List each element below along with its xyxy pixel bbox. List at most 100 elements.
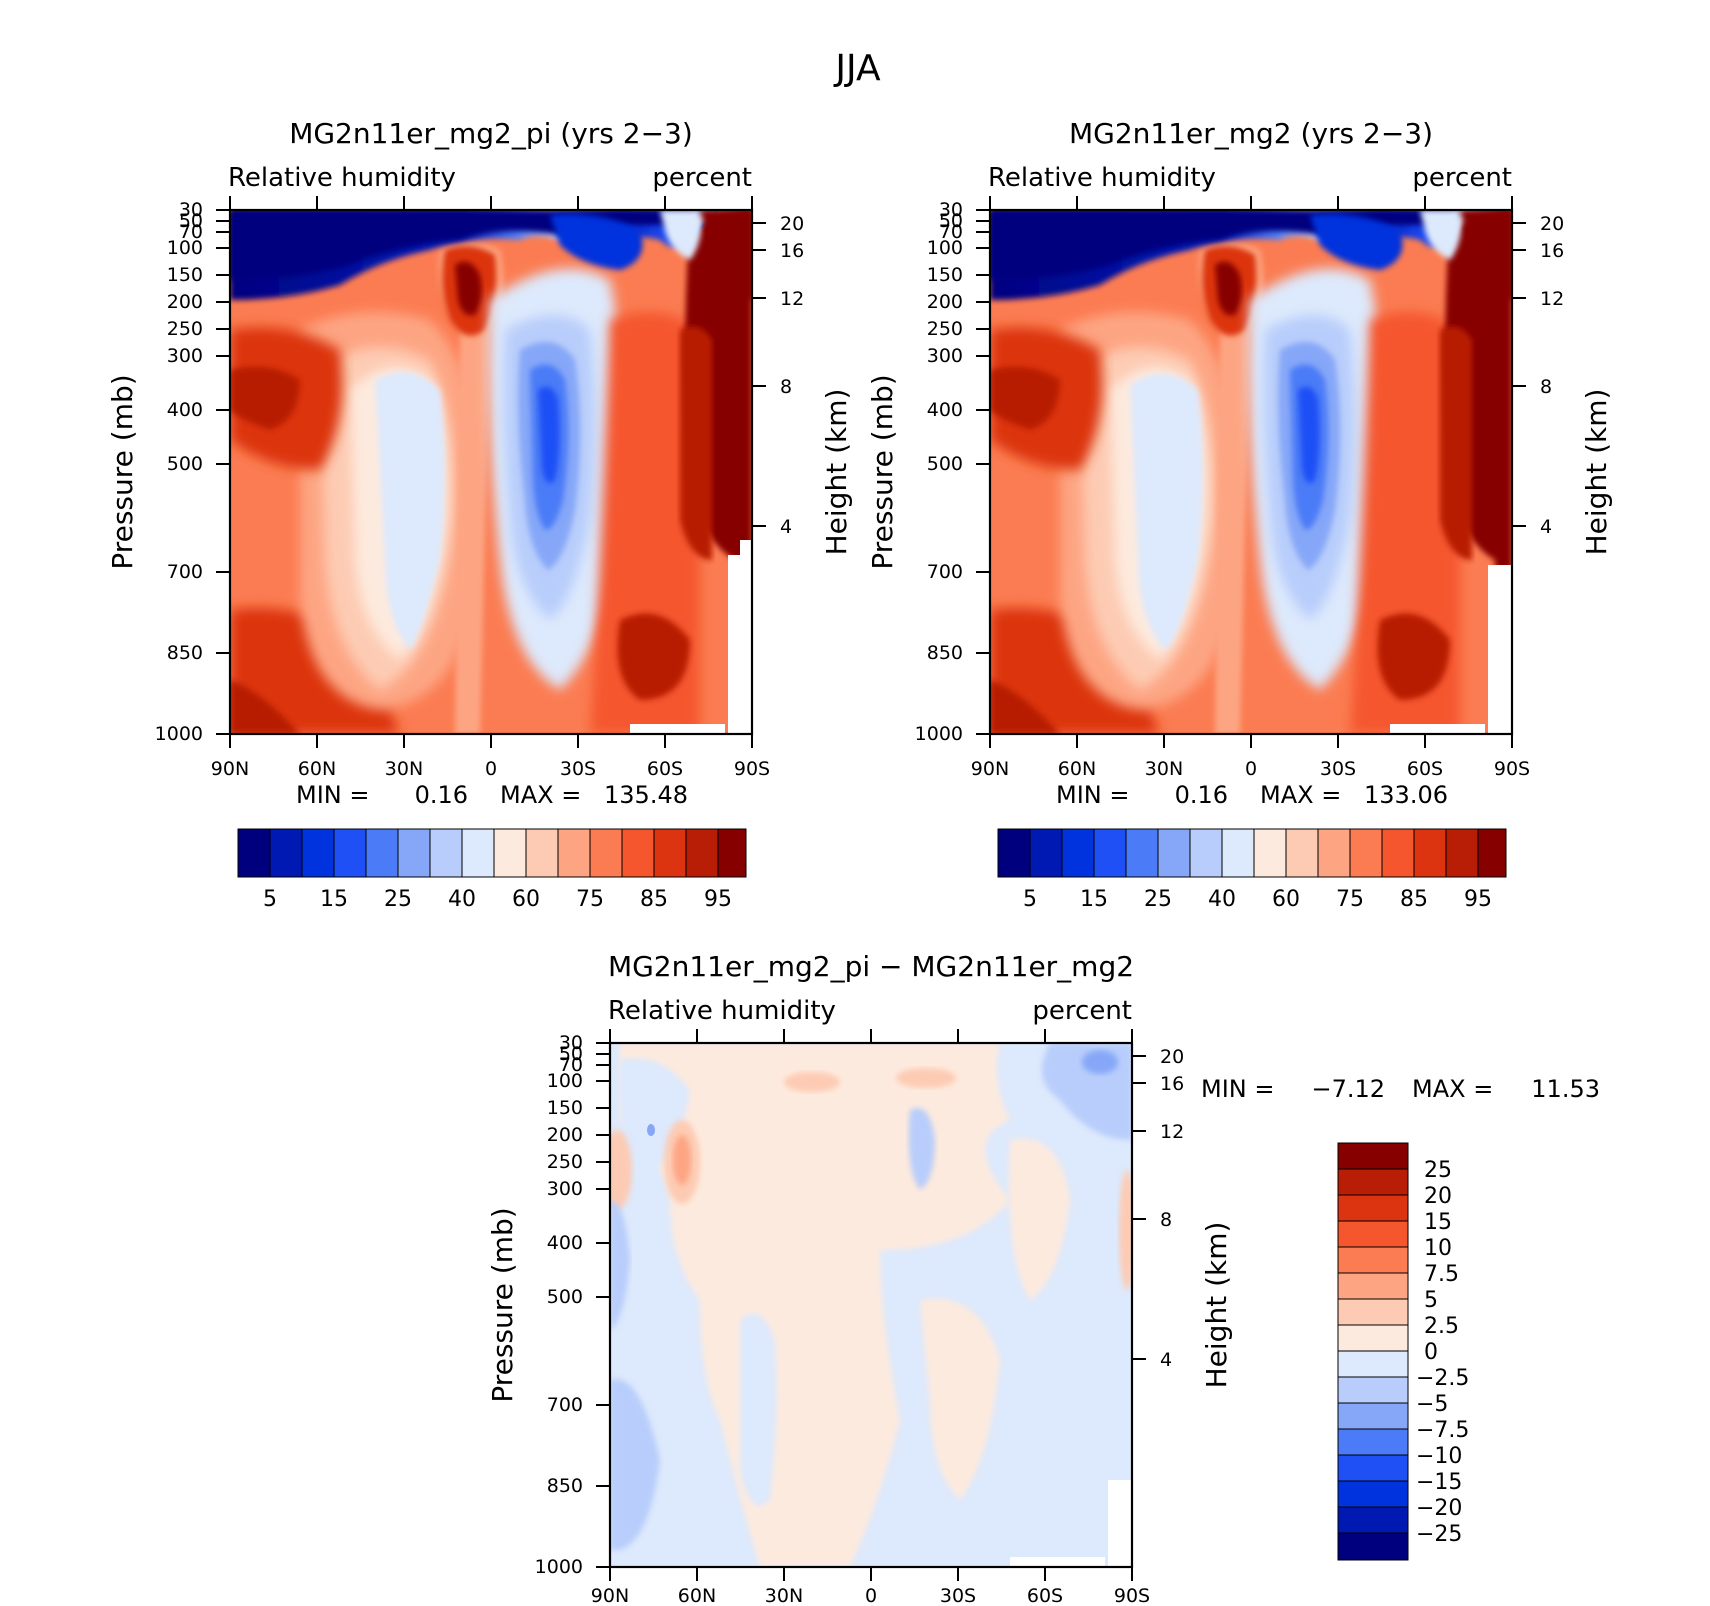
y-tick-label: 30 [939,199,963,221]
y-tick-label: 50 [559,1043,583,1065]
y-tick-label: 300 [547,1178,583,1200]
y2-tick-labels: 20 16 12 8 4 [780,213,804,538]
colorbar: 5 15 25 40 60 75 85 95 [997,828,1507,912]
x-tick-label: 60S [1407,758,1443,780]
colorbar-label: 25 [1144,887,1172,912]
y2-tick-label: 16 [1540,240,1564,262]
panel-mg2-relative-humidity: MG2n11er_mg2 (yrs 2−3) Relative humidity… [866,117,1613,912]
y-tick-label: 200 [167,291,203,313]
y2-tick-label: 16 [780,240,804,262]
y-tick-label: 150 [167,264,203,286]
colorbar-swatch [1189,828,1223,878]
colorbar-swatch [1337,1350,1409,1378]
colorbar-swatch [1337,1246,1409,1274]
colorbar-swatch [1029,828,1063,878]
y-axis-label: Pressure (mb) [106,374,139,569]
y-tick-labels: 30 50 70 100 150 200 250 300 400 500 700… [155,199,203,745]
y-tick-label: 30 [559,1032,583,1054]
y-tick-marks [976,209,1526,735]
y2-tick-labels: 20 16 12 8 4 [1540,213,1564,538]
x-tick-label: 30N [385,758,423,780]
colorbar-label: −7.5 [1416,1418,1469,1443]
colorbar-label: 15 [320,887,348,912]
colorbar-label: 75 [576,887,604,912]
y2-tick-label: 12 [1160,1121,1184,1143]
x-tick-label: 60S [1027,1585,1063,1606]
colorbar-label: −15 [1416,1470,1462,1495]
colorbar-label: 40 [448,887,476,912]
y2-tick-labels: 20 16 12 8 4 [1160,1046,1184,1371]
y-tick-label: 250 [167,318,203,340]
colorbar-label: −10 [1416,1444,1462,1469]
colorbar-swatch [1337,1506,1409,1534]
colorbar-swatch [1337,1142,1409,1170]
colorbar-swatch [1061,828,1095,878]
x-tick-label: 60N [298,758,336,780]
colorbar-label: 75 [1336,887,1364,912]
colorbar-swatch [1093,828,1127,878]
min-label: MIN = [1201,1075,1274,1103]
colorbar-label: 60 [1272,887,1300,912]
max-label: MAX = [1260,781,1341,809]
x-tick-labels: 90N 60N 30N 0 30S 60S 90S [971,758,1530,780]
max-label: MAX = [500,781,581,809]
colorbar-label: 5 [263,887,277,912]
y2-tick-label: 20 [1160,1046,1184,1068]
colorbar-swatch [1337,1272,1409,1300]
x-tick-label: 30S [560,758,596,780]
x-tick-label: 30N [1145,758,1183,780]
colorbar-swatch [557,828,591,878]
y-tick-label: 400 [927,399,963,421]
y2-tick-label: 12 [1540,288,1564,310]
colorbar-swatch [301,828,335,878]
colorbar-swatch [365,828,399,878]
x-tick-label: 30N [765,1585,803,1606]
y-tick-label: 700 [547,1394,583,1416]
y-tick-label: 1000 [535,1556,583,1578]
y-tick-label: 30 [179,199,203,221]
colorbar-swatch [1337,1454,1409,1482]
y-tick-label: 850 [927,642,963,664]
colorbar-label: 95 [704,887,732,912]
min-value: 0.16 [415,781,468,809]
y-tick-label: 100 [927,237,963,259]
y-tick-label: 200 [927,291,963,313]
colorbar: 25 20 15 10 7.5 5 2.5 0 −2.5 −5 −7.5 −10… [1337,1142,1469,1561]
colorbar-swatch [1253,828,1287,878]
colorbar-swatch [1337,1480,1409,1508]
max-value: 135.48 [604,781,688,809]
colorbar-swatch [1157,828,1191,878]
y-tick-label: 200 [547,1124,583,1146]
colorbar-label: 95 [1464,887,1492,912]
x-tick-label: 0 [1245,758,1257,780]
y2-tick-label: 16 [1160,1073,1184,1095]
x-tick-label: 30S [1320,758,1356,780]
colorbar-swatch [1445,828,1479,878]
y-tick-labels: 30 50 70 100 150 200 250 300 400 500 700… [535,1032,583,1578]
min-label: MIN = [1056,781,1129,809]
colorbar-swatch [1125,828,1159,878]
y-tick-label: 1000 [155,723,203,745]
contour-field [230,210,752,734]
colorbar-label: 25 [384,887,412,912]
colorbar-swatch [589,828,623,878]
colorbar-swatch [1413,828,1447,878]
panel-title: MG2n11er_mg2_pi − MG2n11er_mg2 [608,950,1134,983]
colorbar-swatch [525,828,559,878]
colorbar-swatch [685,828,719,878]
y-tick-label: 100 [167,237,203,259]
y2-tick-label: 4 [1540,516,1552,538]
colorbar-swatch [1337,1428,1409,1456]
variable-label: Relative humidity [608,996,836,1026]
colorbar-swatch [717,828,747,878]
colorbar-swatch [1349,828,1383,878]
x-tick-labels: 90N 60N 30N 0 30S 60S 90S [591,1585,1150,1606]
colorbar-swatch [1221,828,1255,878]
y2-tick-label: 4 [780,516,792,538]
colorbar-label: 5 [1023,887,1037,912]
colorbar-swatch [1285,828,1319,878]
y-tick-label: 150 [547,1097,583,1119]
colorbar-swatch [493,828,527,878]
x-tick-marks [229,196,753,748]
panel-pi-relative-humidity: MG2n11er_mg2_pi (yrs 2−3) Relative humid… [106,117,853,912]
